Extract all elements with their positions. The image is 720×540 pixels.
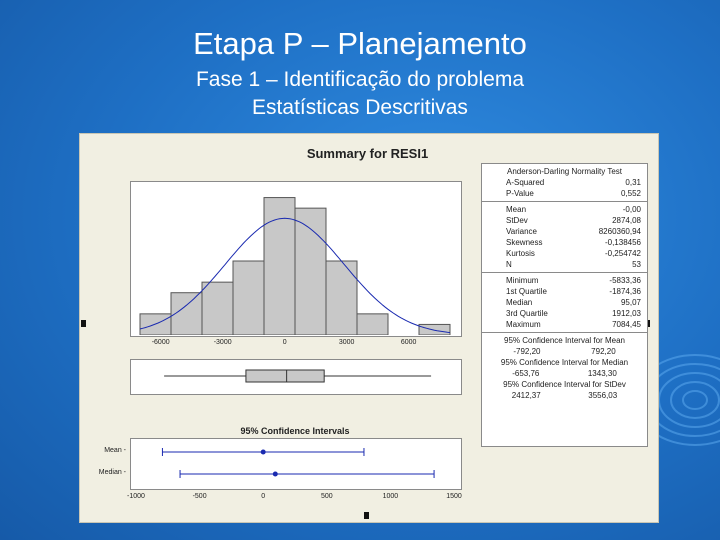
histogram-chart: [139, 197, 451, 335]
ci-x-tick: -1000: [127, 493, 145, 500]
stat-row: 3rd Quartile 1912,03: [506, 309, 641, 318]
ad-title: Anderson-Darling Normality Test: [506, 167, 622, 176]
histogram-bar: [325, 260, 358, 335]
ci-x-tick: 0: [261, 493, 266, 500]
ci-point: [260, 449, 266, 455]
stat-row: Mean -0,00: [506, 205, 641, 214]
ci-x-tick: -500: [192, 493, 207, 500]
ci-x-tick: 500: [320, 493, 333, 500]
ci-chart-title: 95% Confidence Intervals: [240, 426, 350, 436]
histogram-x-tick: 0: [282, 339, 287, 346]
chart-title: Summary for RESI1: [306, 146, 429, 161]
stat-row: N 53: [506, 260, 641, 269]
ci-stdev-values: 2412,37 3556,03: [511, 391, 618, 400]
stat-row: Median 95,07: [506, 298, 641, 307]
histogram-x-tick: -6000: [151, 339, 170, 346]
ci-chart-frame: [130, 438, 462, 490]
histogram-x-tick: 6000: [400, 339, 417, 346]
stat-row: 1st Quartile -1874,36: [506, 287, 641, 296]
ci-stdev-title: 95% Confidence Interval for StDev: [503, 380, 626, 389]
ci-row-label: Median -: [98, 469, 126, 476]
resize-handle-left[interactable]: [81, 320, 86, 327]
ci-chart: [161, 448, 435, 478]
ad-section: Anderson-Darling Normality Test A-Square…: [482, 164, 647, 202]
quartiles-section: Minimum -5833,36 1st Quartile -1874,36 Med…: [482, 273, 647, 333]
stats-table: Anderson-Darling Normality Test A-Square…: [481, 163, 648, 447]
slide-title: Etapa P – Planejamento: [193, 26, 527, 61]
ci-point: [272, 471, 278, 477]
slide-subtitle-phase: Fase 1 – Identificação do problema: [195, 68, 525, 91]
stat-row: Variance 8260360,94: [506, 227, 641, 236]
stat-row: StDev 2874,08: [506, 216, 641, 225]
stat-row: Minimum -5833,36: [506, 276, 641, 285]
ci-row-label: Mean -: [104, 447, 126, 454]
ci-mean-values: -792,20 792,20: [513, 347, 616, 356]
stat-row: Skewness -0,138456: [506, 238, 641, 247]
stat-row: Maximum 7084,45: [506, 320, 641, 329]
stat-row: P-Value 0,552: [506, 189, 641, 198]
boxplot-chart: [164, 369, 432, 383]
moments-section: Mean -0,00 StDev 2874,08 Variance 8260360,9…: [482, 202, 647, 273]
ci-section: 95% Confidence Interval for Mean -792,20…: [482, 333, 647, 403]
ci-x-tick: 1000: [382, 493, 399, 500]
slide-subtitle-section: Estatísticas Descritivas: [252, 96, 468, 119]
histogram-bar: [263, 197, 296, 335]
histogram-bar: [356, 313, 389, 335]
boxplot-box: [245, 369, 325, 383]
ci-median-values: -653,76 1343,30: [512, 369, 617, 378]
histogram-x-tick: 3000: [338, 339, 355, 346]
normal-curve: [139, 217, 451, 334]
histogram-bar: [201, 281, 234, 335]
resize-handle-bottom[interactable]: [364, 512, 369, 519]
ci-median-title: 95% Confidence Interval for Median: [500, 358, 629, 367]
histogram-x-tick: -3000: [213, 339, 232, 346]
ci-x-tick: 1500: [446, 493, 462, 500]
histogram-bar: [170, 292, 203, 335]
histogram-bar: [294, 207, 327, 335]
ci-mean-title: 95% Confidence Interval for Mean: [504, 336, 625, 345]
stat-row: A-Squared 0,31: [506, 178, 641, 187]
histogram-bar: [232, 260, 265, 335]
stat-row: Kurtosis -0,254742: [506, 249, 641, 258]
